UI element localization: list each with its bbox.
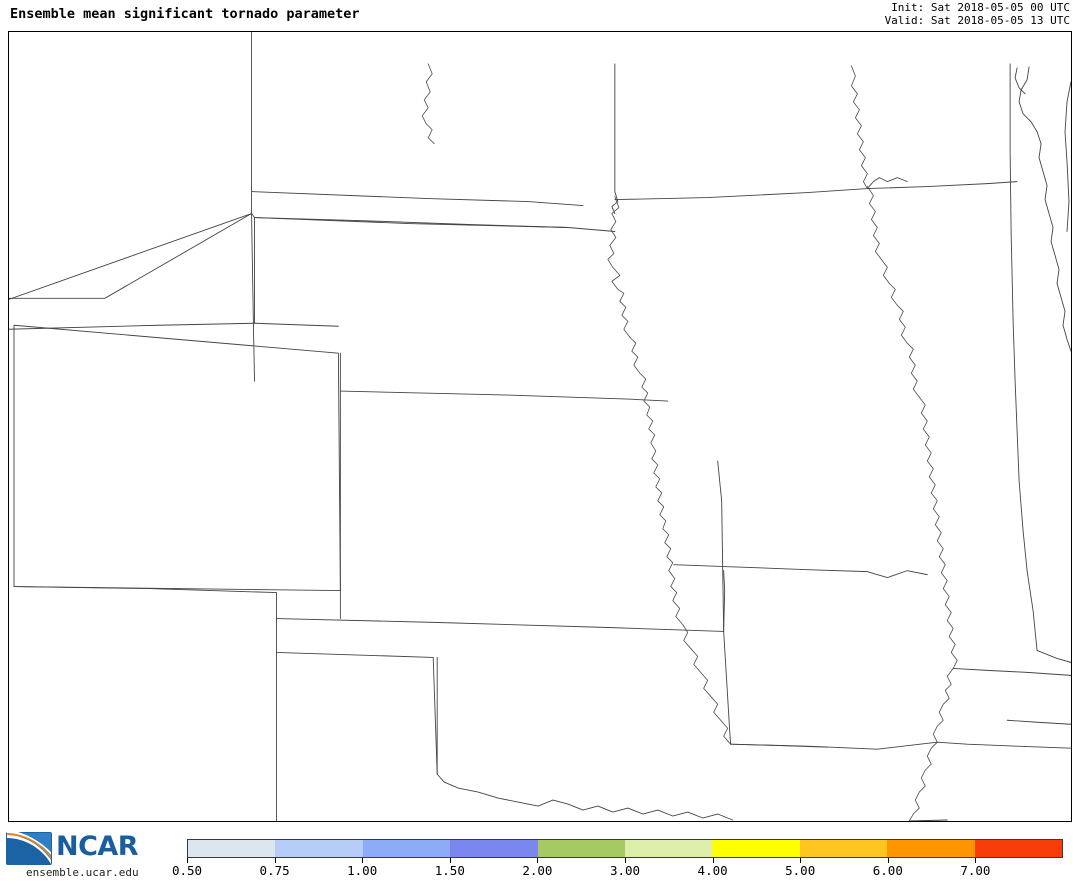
- border-sd-ne-west: [255, 218, 568, 228]
- ncar-logo[interactable]: NCAR ensemble.ucar.edu: [6, 830, 178, 882]
- colorbar-segment: [974, 840, 1062, 857]
- colorbar-segment: [624, 840, 713, 857]
- colorbar-tick-label: 6.00: [872, 863, 903, 878]
- map-geography: [9, 32, 1071, 821]
- border-mt-wy-upper: [9, 214, 252, 300]
- colorbar-ticks: [187, 858, 1063, 864]
- border-wy-sd: [252, 214, 255, 382]
- border-ar-la: [909, 820, 947, 821]
- colorbar-gradient: [187, 839, 1063, 858]
- border-mt-wy: [9, 214, 252, 299]
- border-mo-ks-south: [724, 571, 725, 632]
- colorbar[interactable]: 0.50 0.75 1.00 1.50 2.00 3.00 4.00 5.00 6.00 7.00: [172, 839, 1063, 878]
- forecast-timestamp-block: Init: Sat 2018-05-05 00 UTC Valid: Sat 2…: [885, 1, 1070, 27]
- missouri-river: [608, 197, 731, 745]
- border-ks-ok: [276, 619, 723, 632]
- colorbar-tick: [274, 858, 276, 863]
- border-ok-ar: [724, 631, 731, 744]
- border-il-ky: [953, 668, 1071, 675]
- mississippi-river-iowa: [867, 187, 919, 397]
- colorbar-tick: [625, 858, 626, 863]
- state-colorado: [14, 325, 340, 590]
- border-ia-mo: [674, 565, 928, 578]
- colorbar-tick-label: 1.00: [347, 863, 378, 878]
- colorbar-tick: [449, 858, 451, 863]
- border-ne-ks: [340, 391, 667, 401]
- colorbar-tick: [975, 858, 977, 863]
- colorbar-tick: [712, 858, 714, 863]
- border-ar-mo-west: [731, 744, 828, 747]
- colorbar-tick-label: 3.00: [609, 863, 641, 878]
- header-bar: Ensemble mean significant tornado parame…: [0, 0, 1080, 30]
- border-sd-mn-vertical: [612, 64, 618, 214]
- border-sd-ne: [255, 218, 615, 232]
- colorbar-tick: [537, 858, 539, 863]
- colorbar-segment: [275, 840, 363, 857]
- colorbar-segment: [799, 840, 888, 857]
- border-michigan: [1065, 82, 1071, 232]
- border-wi-mn-detail: [867, 178, 907, 189]
- border-nd-sd: [252, 192, 583, 206]
- colorbar-tick-label: 1.50: [434, 863, 465, 878]
- colorbar-tick: [800, 858, 802, 863]
- ncar-logo-mark: [6, 830, 52, 865]
- ok-panhandle: [276, 619, 437, 775]
- corner-wy-sd-mt: [252, 214, 255, 218]
- border-ks-mo: [718, 461, 724, 632]
- page-title: Ensemble mean significant tornado parame…: [10, 6, 360, 22]
- border-in-ky: [1037, 650, 1071, 662]
- init-time: Init: Sat 2018-05-05 00 UTC: [891, 1, 1070, 14]
- border-ky-tn: [1007, 720, 1071, 724]
- valid-time: Valid: Sat 2018-05-05 13 UTC: [884, 14, 1070, 27]
- colorbar-tick: [887, 858, 889, 863]
- colorbar-tick-labels: 0.50 0.75 1.00 1.50 2.00 3.00 4.00 5.00 6.00 7.00: [172, 863, 1063, 881]
- border-wy-co-north: [9, 323, 338, 329]
- colorbar-tick-label: 5.00: [785, 863, 816, 878]
- ncar-logo-url: ensemble.ucar.edu: [26, 866, 139, 879]
- border-il-in: [1010, 64, 1037, 651]
- mississippi-river-wisconsin: [851, 66, 867, 189]
- colorbar-tick-label: 0.75: [259, 863, 290, 878]
- lake-michigan-inlet: [1015, 68, 1025, 94]
- border-mn-ia: [615, 189, 868, 200]
- map-panel[interactable]: [8, 31, 1072, 822]
- colorbar-tick: [362, 858, 364, 863]
- colorbar-tick: [187, 858, 188, 863]
- red-river-border: [437, 774, 732, 820]
- colorbar-segment: [188, 840, 276, 857]
- mississippi-river-illinois: [919, 397, 957, 668]
- lake-michigan-shore: [1019, 67, 1071, 351]
- colorbar-tick-label: 4.00: [697, 863, 728, 878]
- colorbar-segment: [362, 840, 451, 857]
- colorbar-segment: [887, 840, 975, 857]
- colorbar-segment: [537, 840, 625, 857]
- colorbar-tick-label: 0.50: [171, 863, 203, 878]
- minnesota-river-north: [422, 64, 434, 144]
- colorbar-segment: [712, 840, 800, 857]
- colorbar-tick-label: 2.00: [522, 863, 553, 878]
- border-wi-il-upper: [867, 182, 1017, 189]
- colorbar-tick-label: 7.00: [960, 863, 991, 878]
- colorbar-segment: [450, 840, 538, 857]
- ncar-logo-text: NCAR: [56, 831, 139, 862]
- mississippi-river-lower: [909, 668, 953, 821]
- footer-bar: NCAR ensemble.ucar.edu 0.50 0.75 1.00 1.50 2…: [0, 826, 1080, 887]
- border-co-nm: [14, 587, 277, 619]
